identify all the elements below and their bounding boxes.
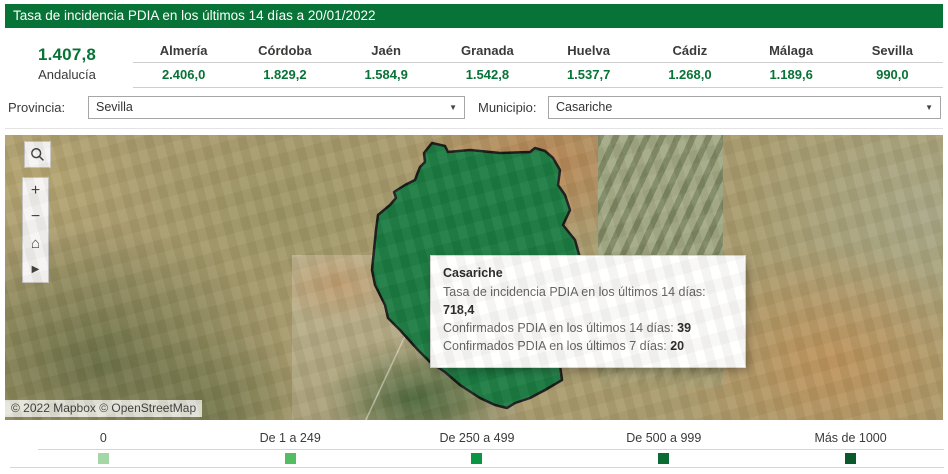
map-tooltip-rows: Tasa de incidencia PDIA en los últimos 1…	[443, 283, 733, 356]
province-header: Córdoba	[258, 43, 312, 58]
municipio-label: Municipio:	[478, 100, 537, 115]
legend-swatch-cell	[570, 450, 757, 467]
province-table-values: 2.406,0 1.829,2 1.584,9 1.542,8 1.537,7 1.268…	[133, 62, 943, 88]
chevron-down-icon: ▼	[925, 103, 933, 112]
legend: 0 De 1 a 249 De 250 a 499 De 500 a 999 Más d…	[10, 431, 944, 468]
legend-swatch	[658, 453, 670, 464]
map-attribution: © 2022 Mapbox © OpenStreetMap	[5, 400, 203, 417]
legend-separator	[10, 467, 944, 468]
search-icon	[31, 148, 44, 161]
provincia-selected-value: Sevilla	[96, 100, 133, 114]
province-header: Málaga	[769, 43, 814, 58]
tooltip-row: Confirmados PDIA en los últimos 7 días: …	[443, 339, 685, 354]
map-canvas[interactable]: + − ⌂ ▶ Casariche Tasa de incidencia PDI…	[5, 135, 943, 420]
municipio-dropdown[interactable]: Casariche ▼	[548, 96, 941, 119]
provincia-dropdown[interactable]: Sevilla ▼	[88, 96, 465, 119]
provincia-label: Provincia:	[8, 100, 66, 115]
region-summary: 1.407,8 Andalucía	[8, 45, 126, 82]
tooltip-title: Casariche	[443, 266, 503, 280]
legend-label: De 500 a 999	[626, 431, 702, 445]
home-button[interactable]: ⌂	[23, 230, 48, 256]
province-header: Granada	[461, 43, 514, 58]
zoom-out-button[interactable]: −	[23, 204, 48, 230]
tooltip-row: Confirmados PDIA en los últimos 14 días:…	[443, 321, 692, 336]
province-value: 990,0	[876, 67, 909, 82]
legend-label: 0	[99, 431, 107, 445]
municipio-selected-value: Casariche	[556, 100, 613, 114]
map-tooltip: Casariche Tasa de incidencia PDIA en los…	[430, 255, 746, 368]
map-search-button[interactable]	[24, 141, 51, 168]
pan-button[interactable]: ▶	[23, 256, 48, 282]
region-name: Andalucía	[38, 67, 96, 82]
zoom-in-button[interactable]: +	[23, 178, 48, 204]
legend-swatch-cell	[197, 450, 384, 467]
province-value: 2.406,0	[161, 67, 206, 82]
tooltip-row: Tasa de incidencia PDIA en los últimos 1…	[443, 285, 706, 318]
chevron-down-icon: ▼	[449, 103, 457, 112]
filter-bar: Provincia: Sevilla ▼ Municipio: Casarich…	[0, 96, 948, 122]
province-value: 1.189,6	[769, 67, 813, 82]
map-zoom-controls: + − ⌂ ▶	[22, 177, 49, 283]
province-value: 1.542,8	[465, 67, 510, 82]
legend-swatch	[97, 453, 109, 464]
province-header: Jaén	[371, 43, 401, 58]
legend-label: Más de 1000	[814, 431, 887, 445]
legend-separator	[38, 449, 944, 450]
minus-icon: −	[30, 208, 41, 225]
province-value: 1.584,9	[364, 67, 408, 82]
plus-icon: +	[30, 182, 41, 199]
arrow-right-icon: ▶	[31, 263, 40, 275]
province-header: Almería	[159, 43, 208, 58]
legend-label: De 250 a 499	[439, 431, 515, 445]
legend-swatch-cell	[10, 450, 197, 467]
home-icon: ⌂	[30, 234, 41, 252]
legend-swatch-cell	[384, 450, 571, 467]
province-header: Cádiz	[672, 43, 708, 58]
province-table: Almería Córdoba Jaén Granada Huelva Cádiz Mála…	[133, 41, 943, 88]
legend-swatch	[845, 453, 857, 464]
legend-swatch-cell	[757, 450, 944, 467]
province-value: 1.537,7	[566, 67, 611, 82]
page-title: Tasa de incidencia PDIA en los últimos 1…	[5, 4, 943, 28]
section-divider	[5, 128, 943, 129]
province-value: 1.268,0	[668, 67, 712, 82]
province-header: Huelva	[567, 43, 610, 58]
region-total-value: 1.407,8	[37, 45, 97, 64]
legend-label: De 1 a 249	[259, 431, 321, 445]
province-value: 1.829,2	[263, 67, 307, 82]
province-table-headers: Almería Córdoba Jaén Granada Huelva Cádiz Mála…	[133, 41, 943, 62]
legend-swatch	[284, 453, 296, 464]
province-header: Sevilla	[871, 43, 913, 58]
legend-swatches	[10, 450, 944, 467]
legend-labels: 0 De 1 a 249 De 250 a 499 De 500 a 999 Más d…	[10, 431, 944, 449]
legend-swatch	[471, 453, 483, 464]
